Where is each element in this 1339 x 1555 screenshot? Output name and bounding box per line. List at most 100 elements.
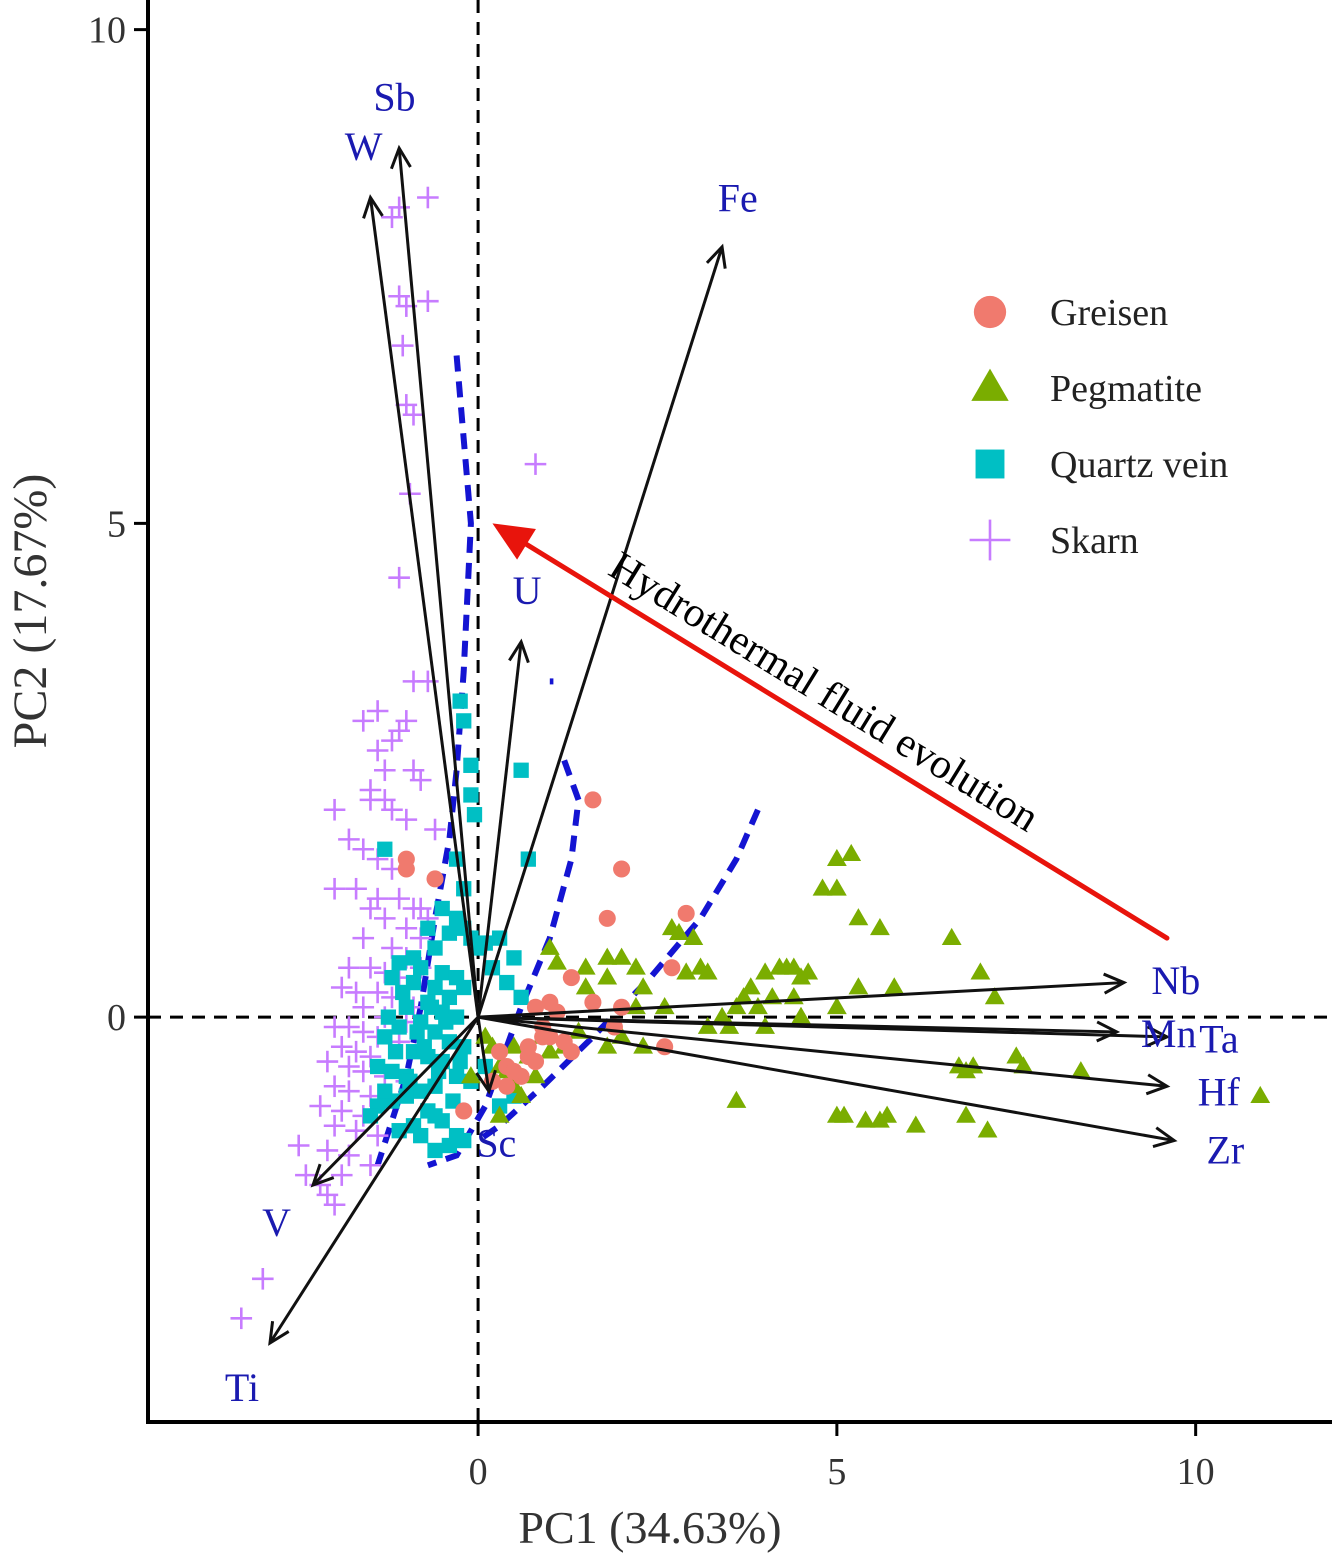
- point-skarn: [388, 196, 410, 219]
- point-greisen: [677, 904, 695, 922]
- point-pegmatite: [597, 1036, 618, 1054]
- point-quartz-vein: [456, 979, 472, 996]
- point-pegmatite: [611, 947, 632, 965]
- point-quartz-vein: [427, 979, 443, 996]
- point-skarn: [345, 1040, 367, 1063]
- legend-marker: [973, 295, 1007, 329]
- point-pegmatite: [826, 996, 847, 1015]
- point-skarn: [338, 828, 360, 851]
- point-quartz-vein: [362, 1108, 379, 1124]
- loading-label: Nb: [1151, 958, 1200, 1003]
- point-skarn: [287, 1134, 310, 1157]
- point-skarn: [295, 1164, 317, 1186]
- legend-item-greisen: Greisen: [973, 292, 1168, 334]
- point-skarn: [388, 566, 410, 589]
- axis-ticks: 0 5 10 0 5 10: [88, 10, 1215, 1493]
- evolution-annotation: Hydrothermal fluid evolution: [492, 523, 1170, 941]
- point-pegmatite: [633, 977, 654, 995]
- y-tick-label: 0: [107, 997, 126, 1039]
- point-pegmatite: [970, 962, 991, 980]
- loading-w: W: [345, 124, 480, 1018]
- point-quartz-vein: [456, 881, 472, 897]
- point-quartz-vein: [445, 1093, 461, 1109]
- loading-line: [311, 1016, 480, 1187]
- evolution-arrow-head: [492, 523, 536, 560]
- point-greisen: [491, 1043, 509, 1061]
- loading-label: U: [513, 568, 542, 613]
- point-skarn: [359, 956, 382, 979]
- point-pegmatite: [597, 967, 618, 985]
- point-pegmatite: [848, 908, 869, 926]
- point-pegmatite: [977, 1120, 998, 1138]
- point-quartz-vein: [384, 1063, 400, 1080]
- point-pegmatite: [511, 1085, 532, 1103]
- point-pegmatite: [826, 878, 847, 896]
- point-quartz-vein: [377, 1029, 393, 1045]
- loading-label: Sc: [476, 1121, 516, 1166]
- point-skarn: [316, 1139, 339, 1162]
- loading-line: [476, 1016, 491, 1092]
- point-pegmatite: [1070, 1061, 1091, 1079]
- point-pegmatite: [683, 927, 704, 945]
- point-greisen: [426, 870, 444, 888]
- loading-arrowhead: [310, 1163, 335, 1188]
- point-pegmatite: [769, 957, 790, 975]
- loading-arrowhead: [362, 194, 384, 219]
- point-skarn: [417, 290, 439, 312]
- point-skarn: [366, 739, 389, 762]
- point-quartz-vein: [441, 1034, 458, 1050]
- point-quartz-vein: [441, 989, 458, 1006]
- point-pegmatite: [654, 996, 675, 1015]
- point-skarn: [352, 996, 375, 1019]
- point-quartz-vein: [423, 999, 440, 1015]
- point-pegmatite: [461, 1066, 481, 1084]
- loading-label: Sb: [373, 74, 415, 119]
- loading-v: V: [262, 1016, 480, 1245]
- y-axis-label: PC2 (17.67%): [4, 474, 57, 749]
- point-skarn: [330, 976, 353, 999]
- point-skarn: [366, 700, 389, 722]
- point-quartz-vein: [395, 984, 411, 1001]
- loading-arrowhead: [705, 243, 727, 269]
- loading-label: Mn: [1141, 1011, 1197, 1056]
- loading-label: Hf: [1198, 1069, 1241, 1114]
- point-pegmatite: [1250, 1085, 1271, 1103]
- point-skarn: [309, 1095, 332, 1117]
- point-skarn: [402, 403, 425, 426]
- point-skarn: [330, 1164, 353, 1186]
- point-greisen: [562, 969, 580, 987]
- loading-mn: Mn: [478, 1011, 1197, 1056]
- point-pegmatite: [697, 962, 718, 980]
- point-skarn: [338, 1080, 360, 1102]
- point-skarn: [359, 897, 382, 920]
- point-pegmatite: [855, 1110, 876, 1128]
- point-greisen: [505, 1062, 523, 1080]
- loading-arrowhead: [1096, 1020, 1121, 1043]
- point-quartz-vein: [380, 1009, 397, 1025]
- point-skarn: [395, 808, 418, 831]
- loading-u: U: [476, 568, 542, 1018]
- point-quartz-vein: [398, 999, 414, 1015]
- point-greisen: [613, 860, 631, 878]
- point-skarn: [366, 981, 389, 1004]
- point-quartz-vein: [413, 1127, 429, 1144]
- point-pegmatite: [676, 962, 697, 980]
- point-skarn: [323, 1114, 346, 1137]
- loading-sb: Sb: [373, 74, 480, 1018]
- point-quartz-vein: [434, 965, 450, 981]
- point-quartz-vein: [452, 693, 468, 709]
- loading-line: [368, 197, 480, 1018]
- point-skarn: [381, 729, 403, 752]
- point-quartz-vein: [456, 1132, 472, 1149]
- point-skarn: [330, 1035, 353, 1058]
- point-quartz-vein: [413, 960, 429, 976]
- point-greisen: [526, 1053, 545, 1071]
- legend-marker: [975, 449, 1005, 479]
- loading-line: [476, 246, 724, 1018]
- point-greisen: [598, 909, 616, 927]
- point-pegmatite: [611, 1026, 632, 1044]
- point-skarn: [388, 887, 410, 910]
- point-quartz-vein: [427, 940, 443, 956]
- point-quartz-vein: [377, 1083, 393, 1099]
- loading-nb: Nb: [478, 958, 1200, 1019]
